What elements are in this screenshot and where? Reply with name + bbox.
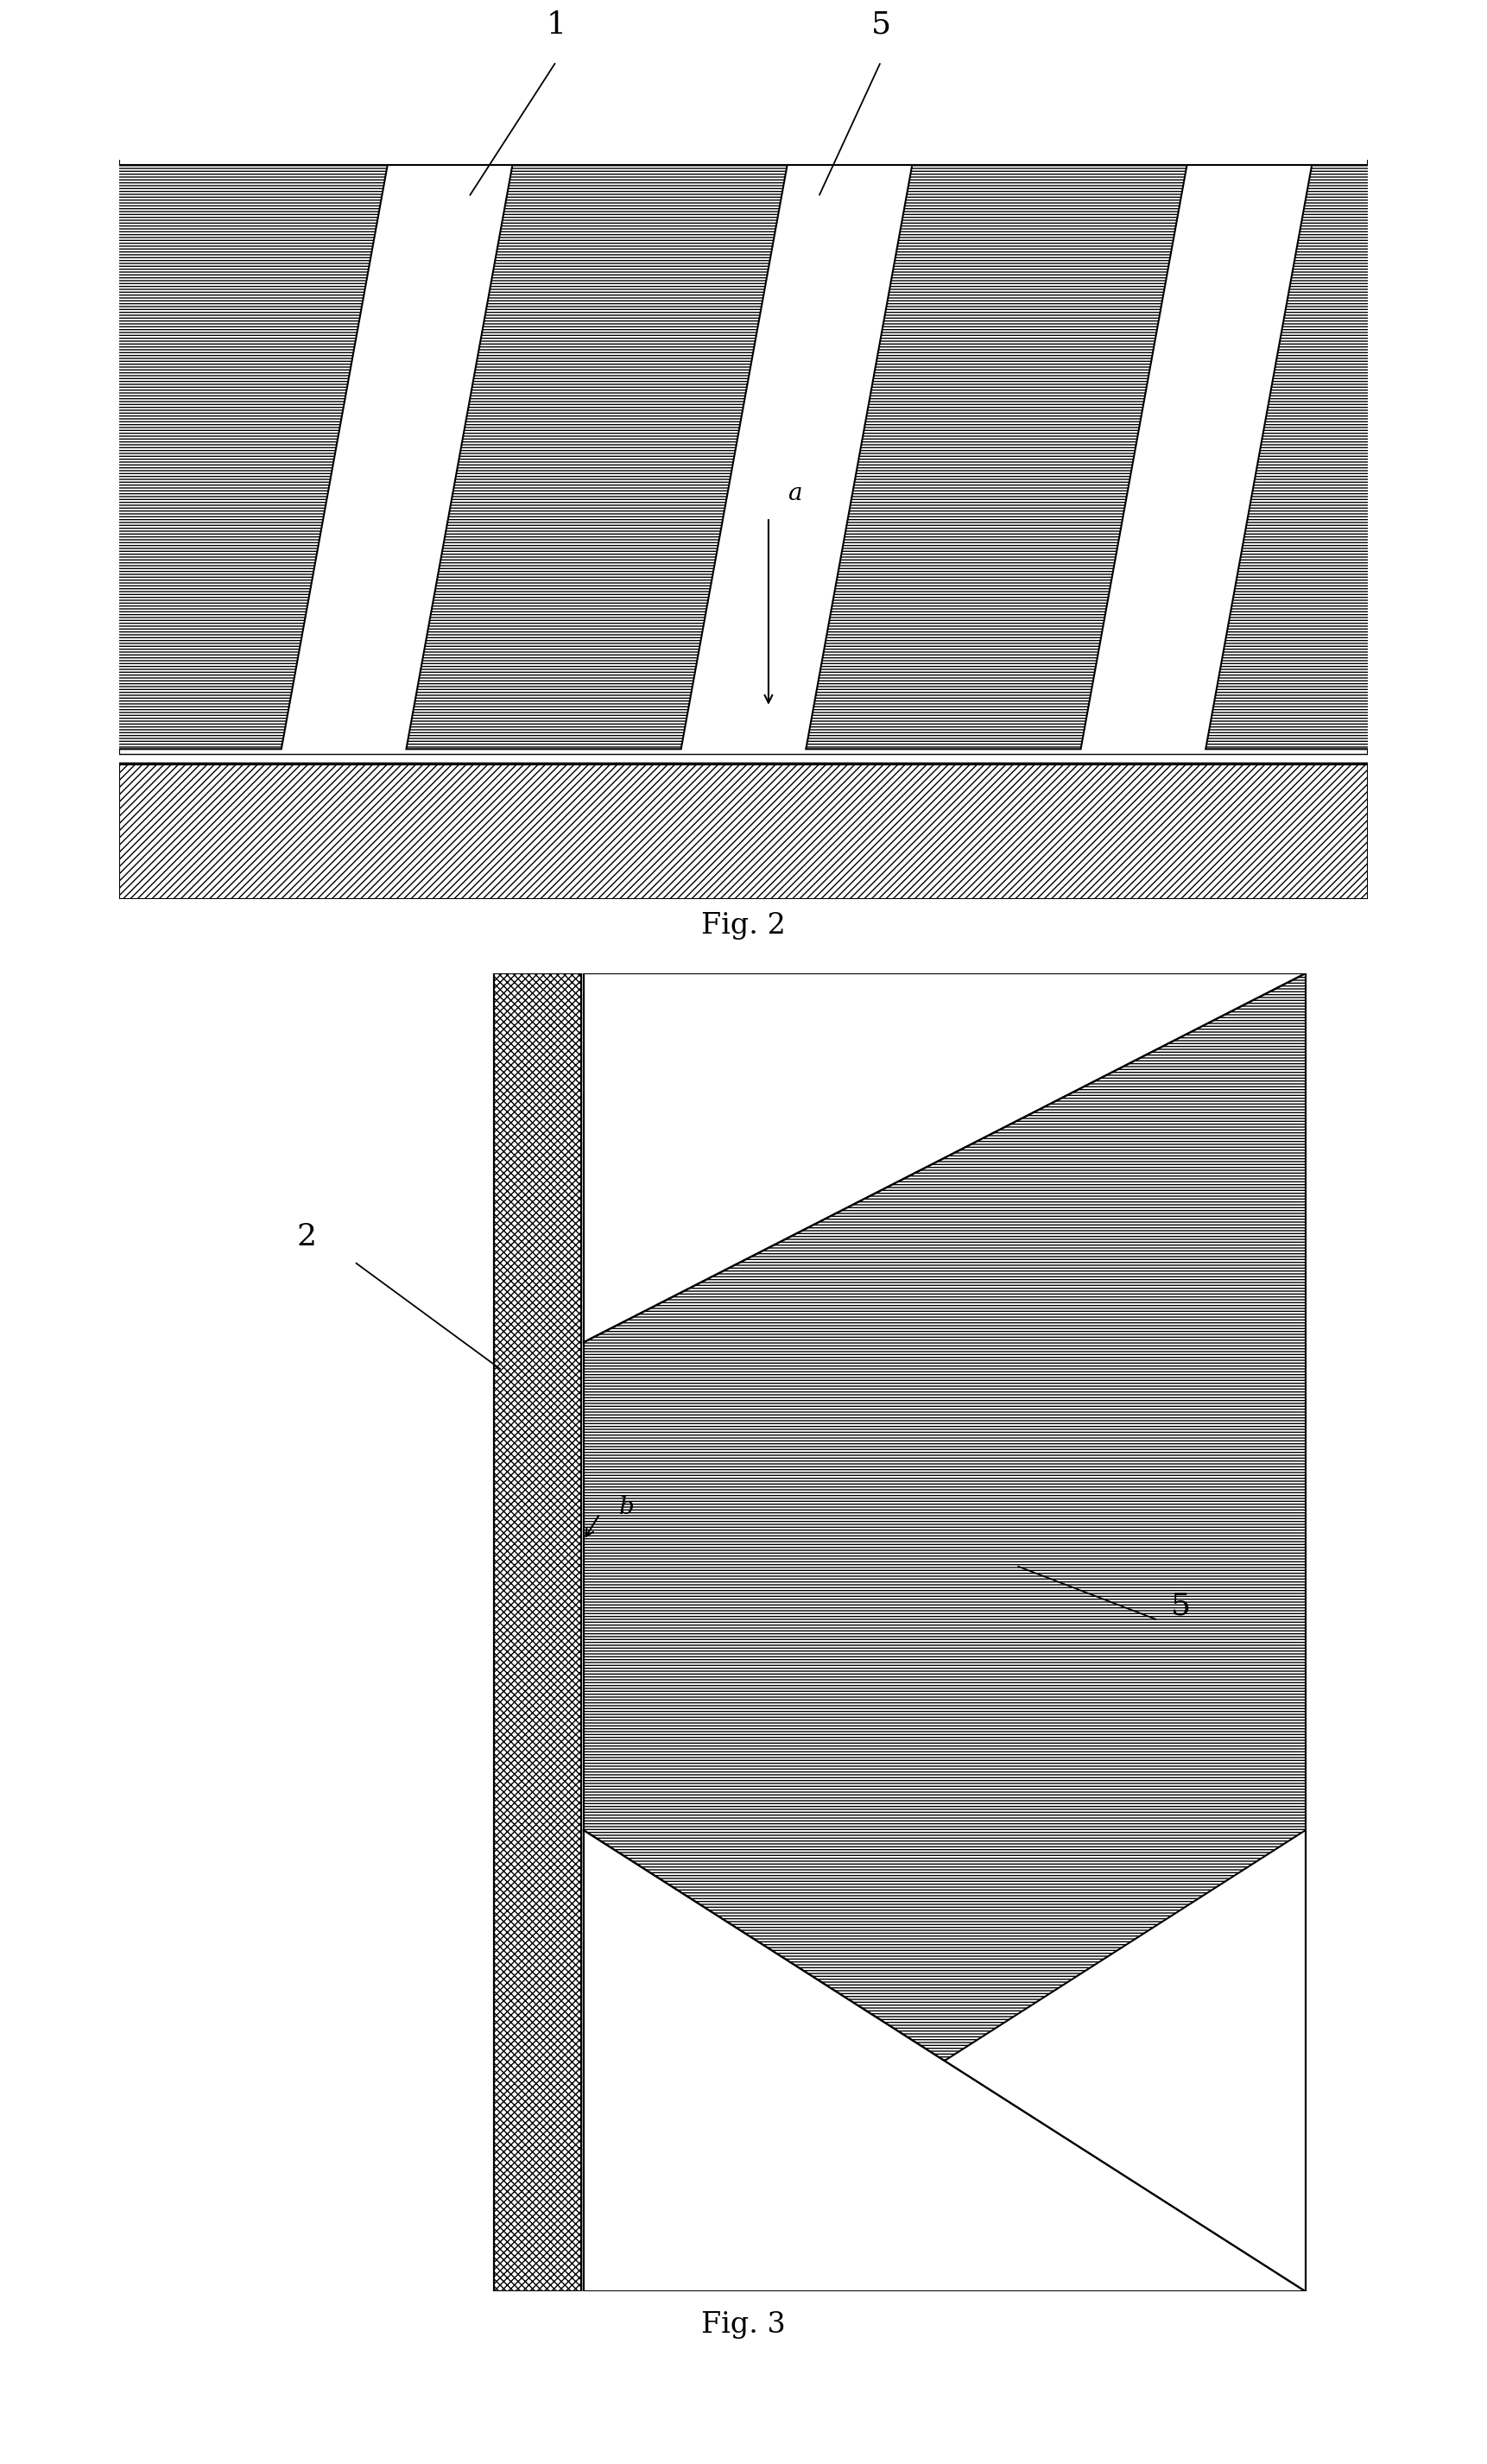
Text: Fig. 2: Fig. 2 <box>702 912 785 939</box>
Text: Fig. 3: Fig. 3 <box>702 2311 785 2338</box>
Text: 1: 1 <box>546 10 567 39</box>
Polygon shape <box>494 973 581 2292</box>
Polygon shape <box>583 1831 1306 2292</box>
Text: 5: 5 <box>1170 1592 1191 1621</box>
Text: 2: 2 <box>296 1222 317 1252</box>
Polygon shape <box>406 165 787 749</box>
Polygon shape <box>806 165 1187 749</box>
Text: 5: 5 <box>871 10 891 39</box>
Polygon shape <box>1206 165 1487 749</box>
Text: b: b <box>619 1496 633 1518</box>
Polygon shape <box>583 973 1306 2292</box>
Polygon shape <box>583 973 1306 1343</box>
Text: a: a <box>787 483 801 505</box>
Polygon shape <box>119 160 1368 754</box>
Polygon shape <box>6 165 388 749</box>
Polygon shape <box>119 764 1368 899</box>
Polygon shape <box>583 1831 1306 2292</box>
